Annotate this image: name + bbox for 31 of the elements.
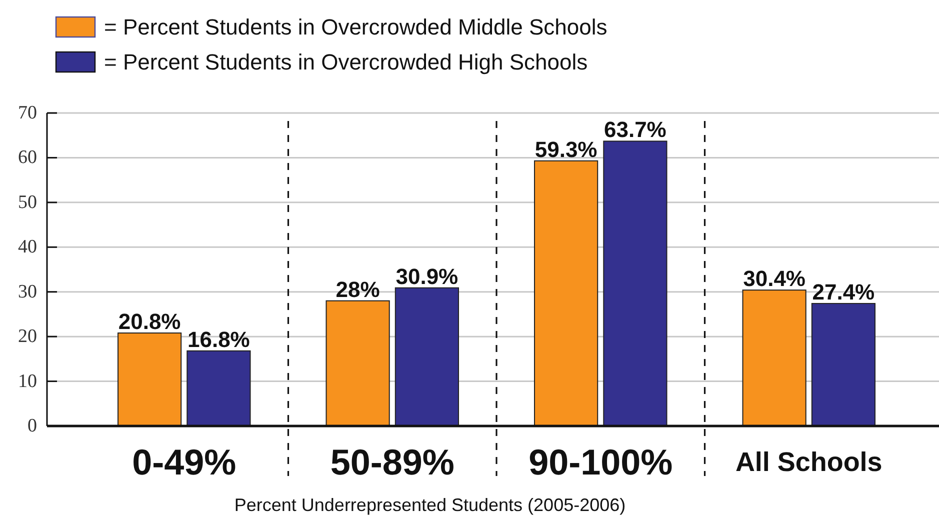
bar (394, 287, 459, 426)
legend-label: = Percent Students in Overcrowded Middle Schools (104, 14, 608, 40)
bar (118, 332, 182, 426)
y-tick-label: 50 (18, 192, 37, 213)
data-label: 27.4% (812, 279, 875, 304)
y-tick-label: 40 (18, 236, 37, 258)
y-tick-label: 20 (18, 326, 37, 348)
data-label: 20.8% (118, 308, 181, 334)
x-tick-label: All Schools (735, 447, 882, 477)
bar (811, 302, 876, 426)
data-label: 28% (336, 276, 380, 302)
bar (603, 140, 668, 426)
bar (534, 160, 598, 426)
y-tick-label: 70 (18, 102, 37, 124)
data-label: 30.4% (743, 266, 806, 292)
bar (186, 350, 251, 426)
legend-label: = Percent Students in Overcrowded High Schools (104, 50, 588, 74)
x-tick-label: 0-49% (132, 442, 236, 482)
bar (742, 290, 806, 426)
x-axis-title: Percent Underrepresented Students (2005-2006) (234, 495, 626, 515)
data-label: 63.7% (604, 117, 666, 142)
bar (326, 300, 390, 426)
data-label: 30.9% (396, 264, 458, 289)
data-label: 16.8% (188, 326, 250, 352)
x-tick-label: 50-89% (330, 442, 454, 482)
y-tick-label: 60 (18, 147, 37, 168)
y-tick-label: 30 (18, 281, 37, 302)
y-tick-label: 10 (18, 370, 37, 392)
x-tick-label: 90-100% (528, 442, 673, 482)
y-tick-label: 0 (28, 416, 37, 436)
data-label: 59.3% (534, 136, 598, 162)
